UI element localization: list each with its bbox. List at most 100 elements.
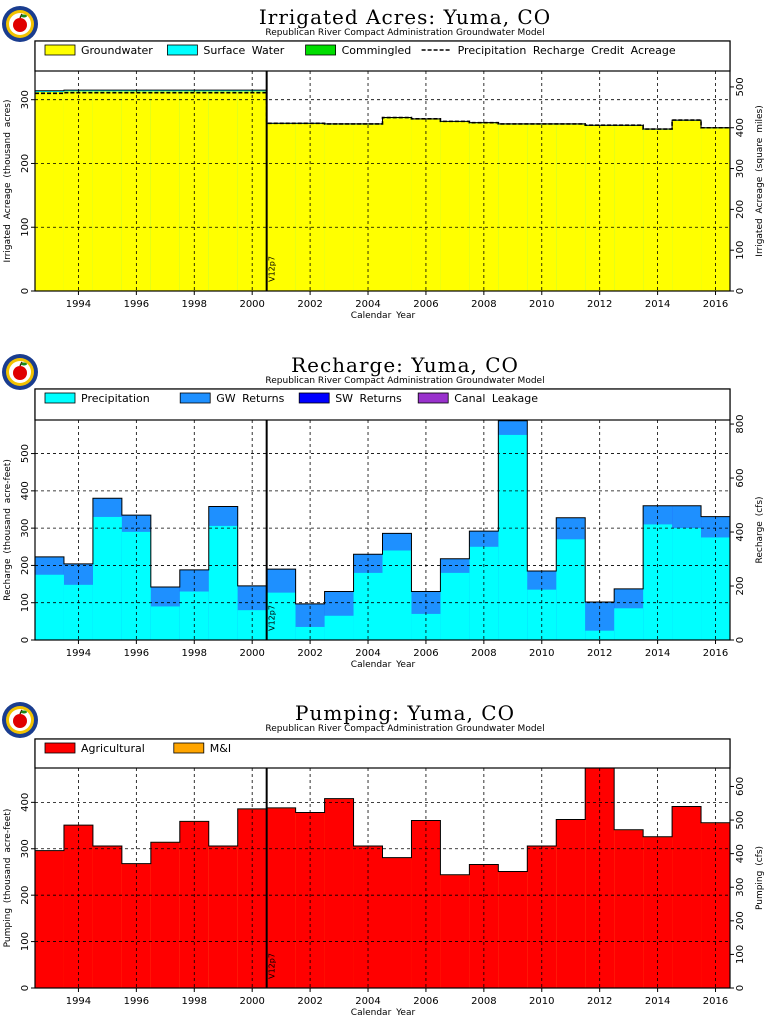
legend-box-1 (34, 388, 731, 421)
bar-2-s0-1997 (150, 842, 180, 988)
ytick-label-right-2-600: 600 (735, 777, 746, 796)
legend-swatch-1-1 (179, 392, 211, 404)
legend-swatch-1-3 (417, 392, 449, 404)
xtick-label-1-1996: 1996 (124, 648, 149, 659)
xtick-label-0-2004: 2004 (355, 299, 380, 310)
legend-swatch-1-0 (44, 392, 76, 404)
bar-0-s0-2013 (614, 125, 644, 291)
legend-label-1-3: Canal Leakage (454, 392, 538, 405)
legend-swatch-2-0 (44, 742, 76, 754)
xtick-label-2-2012: 2012 (587, 996, 612, 1007)
legend-label-0-3: Precipitation Recharge Credit Acreage (458, 44, 676, 57)
ytick-label-left-2-200: 200 (20, 886, 31, 905)
xtick-label-0-2016: 2016 (703, 299, 728, 310)
ytick-label-left-0-300: 300 (20, 90, 31, 109)
xtick-label-1-2012: 2012 (587, 648, 612, 659)
bar-1-s0-2013 (614, 608, 644, 640)
ytick-label-right-1-800: 800 (735, 415, 746, 434)
bar-2-s0-2005 (382, 858, 412, 988)
bar-0-s0-1993 (35, 92, 64, 291)
xtick-label-0-2012: 2012 (587, 299, 612, 310)
bar-2-s0-2003 (324, 799, 354, 988)
bar-1-s0-2003 (324, 615, 354, 640)
xtick-label-2-2004: 2004 (355, 996, 380, 1007)
xtick-label-0-2006: 2006 (413, 299, 438, 310)
logo-apple-leaf-1 (21, 362, 27, 366)
bar-0-s0-1997 (150, 91, 180, 292)
xtick-label-2-2016: 2016 (703, 996, 728, 1007)
chart-subtitle-2: Republican River Compact Administration … (265, 724, 544, 734)
bar-0-s0-2009 (498, 124, 528, 291)
legend-label-0-1: Surface Water (203, 44, 284, 57)
bar-1-s0-2007 (440, 572, 470, 640)
bar-1-s0-1995 (92, 516, 122, 640)
ytick-label-left-0-200: 200 (20, 154, 31, 173)
chart-subtitle-1: Republican River Compact Administration … (265, 376, 544, 386)
xtick-label-2-2014: 2014 (645, 996, 670, 1007)
bar-2-s0-2007 (440, 875, 470, 988)
bar-1-s0-1996 (121, 531, 151, 640)
bar-2-s0-1999 (208, 846, 238, 988)
ytick-label-left-1-200: 200 (20, 556, 31, 575)
stack-outline-1 (35, 420, 730, 605)
ytick-label-left-2-300: 300 (20, 839, 31, 858)
bar-2-s0-2013 (614, 830, 644, 988)
ytick-label-right-0-0: 0 (735, 288, 746, 294)
ytick-label-right-0-500: 500 (735, 77, 746, 96)
bar-1-s0-2009 (498, 434, 528, 640)
bar-2-s0-1995 (92, 846, 122, 988)
ytick-label-right-0-400: 400 (735, 118, 746, 137)
xtick-label-0-2002: 2002 (297, 299, 322, 310)
xtick-label-2-2006: 2006 (413, 996, 438, 1007)
chart-subtitle-0: Republican River Compact Administration … (265, 28, 544, 38)
xtick-label-1-2006: 2006 (413, 648, 438, 659)
bar-0-s0-2003 (324, 124, 354, 291)
ytick-label-left-1-300: 300 (20, 519, 31, 538)
ytick-label-right-2-200: 200 (735, 911, 746, 930)
xtick-label-0-1996: 1996 (124, 299, 149, 310)
bar-0-s0-1999 (208, 91, 238, 292)
bar-1-s0-2002 (295, 626, 325, 640)
legend-swatch-0-2 (305, 44, 337, 56)
bar-2-s0-2009 (498, 871, 528, 988)
legend-swatch-2-1 (173, 742, 205, 754)
xtick-label-1-2008: 2008 (471, 648, 496, 659)
bar-1-s0-1997 (150, 606, 180, 640)
legend-swatch-0-0 (44, 44, 76, 56)
bar-2-s0-2001 (266, 808, 296, 988)
legend-swatch-0-1 (166, 44, 198, 56)
ylabel-left-1: Recharge (thousand acre-feet) (3, 459, 13, 601)
xlabel-0: Calendar Year (351, 311, 416, 321)
ylabel-right-2: Pumping (cfs) (755, 846, 765, 910)
ytick-label-left-1-400: 400 (20, 481, 31, 500)
marker-label-0: V12p7 (268, 256, 277, 282)
xtick-label-0-2010: 2010 (529, 299, 554, 310)
bar-0-s0-1995 (92, 91, 122, 292)
bar-1-s0-2005 (382, 550, 412, 640)
legend-label-2-1: M&I (210, 742, 231, 755)
xtick-label-2-2000: 2000 (239, 996, 264, 1007)
xtick-label-2-2008: 2008 (471, 996, 496, 1007)
bar-1-s0-2001 (266, 592, 296, 640)
bar-1-s0-2011 (556, 539, 586, 640)
bar-0-s0-2007 (440, 122, 470, 291)
bar-2-s0-2011 (556, 819, 586, 988)
ytick-label-right-1-400: 400 (735, 522, 746, 541)
xtick-label-1-2016: 2016 (703, 648, 728, 659)
legend-box-2 (34, 738, 731, 769)
logo-apple-leaf-2 (21, 710, 27, 714)
xtick-label-0-2008: 2008 (471, 299, 496, 310)
ylabel-left-0: Irrigated Acreage (thousand acres) (3, 99, 13, 262)
ytick-label-right-0-200: 200 (735, 200, 746, 219)
chart-title-2: Pumping: Yuma, CO (295, 701, 515, 725)
ytick-label-right-2-500: 500 (735, 811, 746, 830)
ytick-label-left-1-0: 0 (20, 637, 31, 643)
ylabel-right-1: Recharge (cfs) (755, 496, 765, 563)
legend-label-0-0: Groundwater (81, 44, 153, 57)
ytick-label-right-2-300: 300 (735, 878, 746, 897)
ytick-label-right-2-400: 400 (735, 844, 746, 863)
legend-label-0-2: Commingled (342, 44, 412, 57)
xtick-label-1-2010: 2010 (529, 648, 554, 659)
bar-2-s0-1993 (35, 851, 64, 988)
